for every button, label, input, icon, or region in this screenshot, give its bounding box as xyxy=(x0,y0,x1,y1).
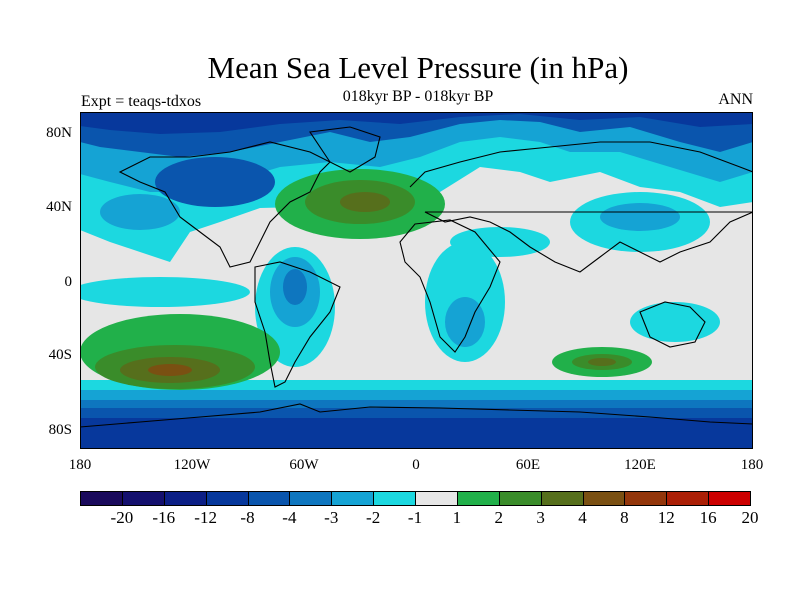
season-label: ANN xyxy=(718,91,753,108)
x-tick-label-60w: 60W xyxy=(289,457,319,473)
east-asia-light-blue-lobe xyxy=(600,203,680,231)
indian-ocean-cyan-band xyxy=(450,227,550,257)
x-tick-label-120e: 120E xyxy=(624,457,656,473)
coastlines xyxy=(80,126,753,428)
colorbar-label: 4 xyxy=(578,508,587,527)
coastline-eurasia xyxy=(409,141,753,273)
north-atlantic-olive xyxy=(340,192,390,212)
coastline-africa xyxy=(399,219,501,353)
x-tick-label-180e: 180 xyxy=(740,457,764,473)
colorbar-label: 16 xyxy=(699,508,717,527)
map-svg xyxy=(80,112,753,449)
pressure-map xyxy=(80,112,753,449)
colorbar-label: 12 xyxy=(657,508,675,527)
colorbar-swatch xyxy=(456,491,500,506)
x-tick-label-60e: 60E xyxy=(515,457,541,473)
southern-band-dark-blue xyxy=(80,418,753,449)
pacific-cyan-band xyxy=(80,277,250,307)
colorbar-swatch xyxy=(247,491,291,506)
colorbar-swatch xyxy=(80,491,123,506)
chart-title: Mean Sea Level Pressure (in hPa) xyxy=(207,50,629,85)
colorbar-label: 2 xyxy=(494,508,504,527)
x-tick-label-120w: 120W xyxy=(173,457,211,473)
colorbar-swatch xyxy=(289,491,333,506)
north-pacific-light-blue-lobe xyxy=(100,194,180,230)
north-dark-blue-region xyxy=(80,112,753,134)
coastline-australia xyxy=(639,301,706,348)
colorbar-label: 20 xyxy=(741,508,759,527)
colorbar-swatch xyxy=(708,491,751,506)
colorbar-swatch xyxy=(624,491,668,506)
coastline-antarctica xyxy=(80,403,753,428)
south-pacific-brown xyxy=(148,364,192,376)
africa-light-blue-anomaly xyxy=(445,297,485,347)
y-tick-label-40s: 40S xyxy=(48,347,72,363)
colorbar-label: -20 xyxy=(110,508,134,527)
colorbar-label: -12 xyxy=(194,508,217,527)
colorbar-swatch xyxy=(582,491,626,506)
colorbar-swatch xyxy=(498,491,542,506)
south-indian-olive xyxy=(588,358,616,366)
colorbar-swatch xyxy=(331,491,375,506)
y-tick-label-80s: 80S xyxy=(48,422,72,438)
y-tick-label-40n: 40N xyxy=(46,199,72,215)
colorbar-swatch xyxy=(205,491,249,506)
colorbar-label: -8 xyxy=(240,508,255,527)
colorbar-swatch xyxy=(163,491,207,506)
colorbar xyxy=(80,491,751,506)
colorbar-swatch xyxy=(121,491,165,506)
colorbar-label: -4 xyxy=(282,508,297,527)
experiment-label: Expt = teaqs-tdxos xyxy=(81,93,202,110)
australia-cyan-anomaly xyxy=(630,302,720,342)
colorbar-swatch xyxy=(415,491,458,506)
north-pacific-blue-lobe xyxy=(155,157,275,207)
x-tick-label-0: 0 xyxy=(412,457,420,473)
x-tick-label-180w: 180 xyxy=(68,457,92,473)
colorbar-label: 1 xyxy=(452,508,462,527)
colorbar-swatch xyxy=(373,491,416,506)
chart-subtitle: 018kyr BP - 018kyr BP xyxy=(342,88,494,105)
coastline-south-america xyxy=(254,261,341,388)
colorbar-label: 3 xyxy=(536,508,545,527)
colorbar-label: 8 xyxy=(620,508,629,527)
colorbar-swatch xyxy=(666,491,710,506)
y-tick-label-0: 0 xyxy=(64,274,73,290)
south-america-mid-blue-anomaly xyxy=(283,269,307,305)
colorbar-label: -2 xyxy=(366,508,381,527)
coastline-greenland xyxy=(309,126,381,173)
coastline-north-america xyxy=(118,141,331,268)
colorbar-swatch xyxy=(540,491,584,506)
colorbar-label: -16 xyxy=(152,508,176,527)
y-tick-label-80n: 80N xyxy=(46,125,72,141)
colorbar-label: -3 xyxy=(324,508,339,527)
map-frame xyxy=(80,112,753,449)
colorbar-label: -1 xyxy=(407,508,423,527)
